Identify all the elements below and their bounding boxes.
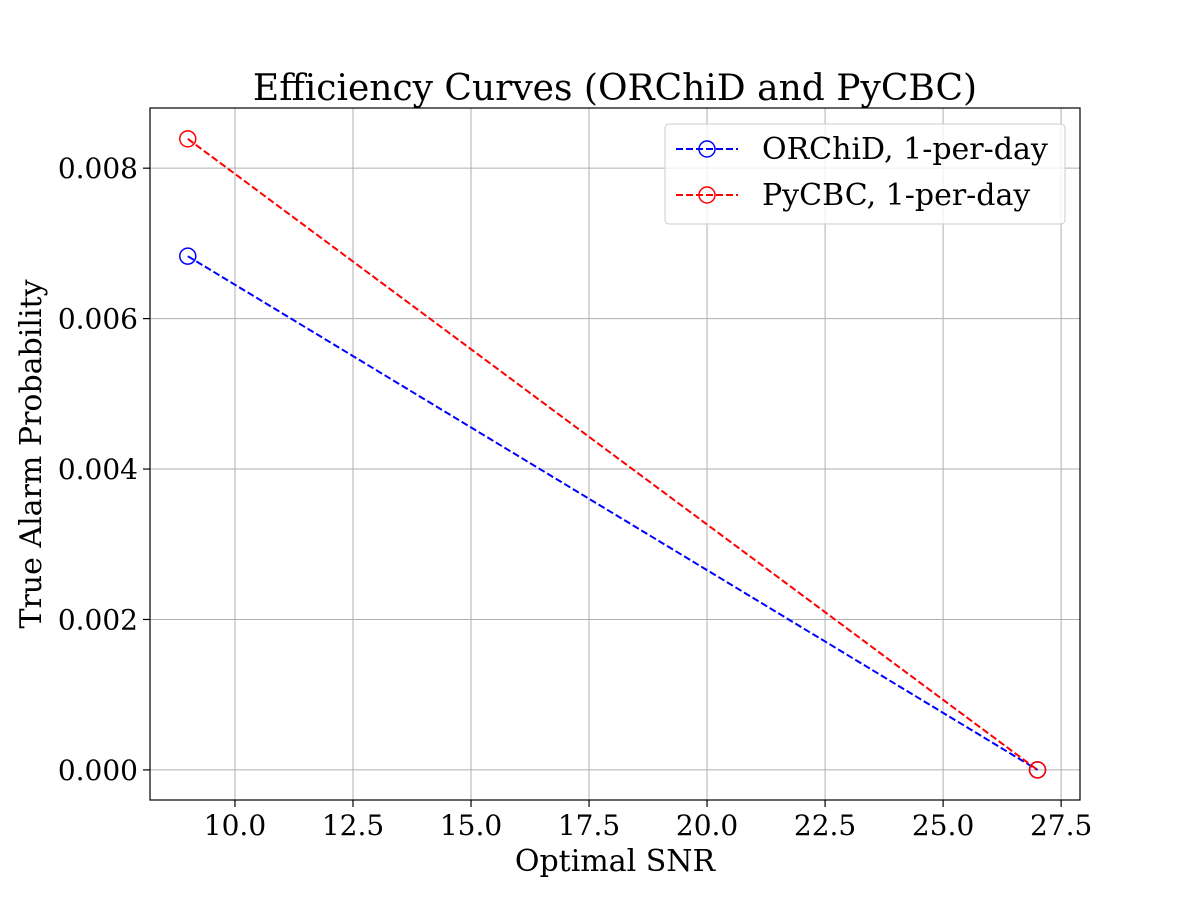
x-tick-label: 12.5 — [322, 809, 384, 842]
series-layer — [179, 130, 1047, 779]
ticks: 10.0 12.5 15.0 17.5 20.0 22.5 25.0 27.5 0.000 0.0… — [58, 152, 1092, 842]
y-tick-label: 0.006 — [58, 303, 138, 336]
y-tick-label: 0.000 — [58, 754, 138, 787]
data-point-pycbc — [1028, 761, 1047, 779]
plot-frame — [149, 107, 1081, 801]
legend-marker-orchid — [698, 140, 716, 158]
y-axis-label: True Alarm Probability — [14, 279, 49, 628]
y-tick-label: 0.008 — [58, 152, 138, 185]
x-tick-label: 17.5 — [558, 809, 620, 842]
data-point-pycbc — [179, 130, 197, 148]
y-tick-label: 0.002 — [58, 603, 138, 636]
chart-title: Efficiency Curves (ORChiD and PyCBC) — [253, 68, 977, 109]
x-tick-label: 22.5 — [794, 809, 856, 842]
x-tick-label: 10.0 — [204, 809, 266, 842]
legend-label-orchid: ORChiD, 1-per-day — [762, 132, 1048, 167]
legend-marker-pycbc — [698, 186, 716, 204]
x-tick-label: 15.0 — [440, 809, 502, 842]
series-line-orchid — [187, 255, 1039, 771]
x-tick-label: 27.5 — [1030, 809, 1092, 842]
legend-label-pycbc: PyCBC, 1-per-day — [762, 178, 1030, 213]
x-tick-label: 25.0 — [912, 809, 974, 842]
x-tick-label: 20.0 — [676, 809, 738, 842]
legend-entry-pycbc: PyCBC, 1-per-day — [676, 178, 1030, 213]
legend: ORChiD, 1-per-day PyCBC, 1-per-day — [664, 123, 1066, 225]
x-axis-label: Optimal SNR — [515, 844, 717, 879]
y-tick-label: 0.004 — [58, 453, 138, 486]
data-point-orchid — [179, 247, 197, 265]
legend-box — [664, 123, 1066, 225]
legend-entry-orchid: ORChiD, 1-per-day — [676, 132, 1048, 167]
series-line-pycbc — [187, 138, 1039, 771]
